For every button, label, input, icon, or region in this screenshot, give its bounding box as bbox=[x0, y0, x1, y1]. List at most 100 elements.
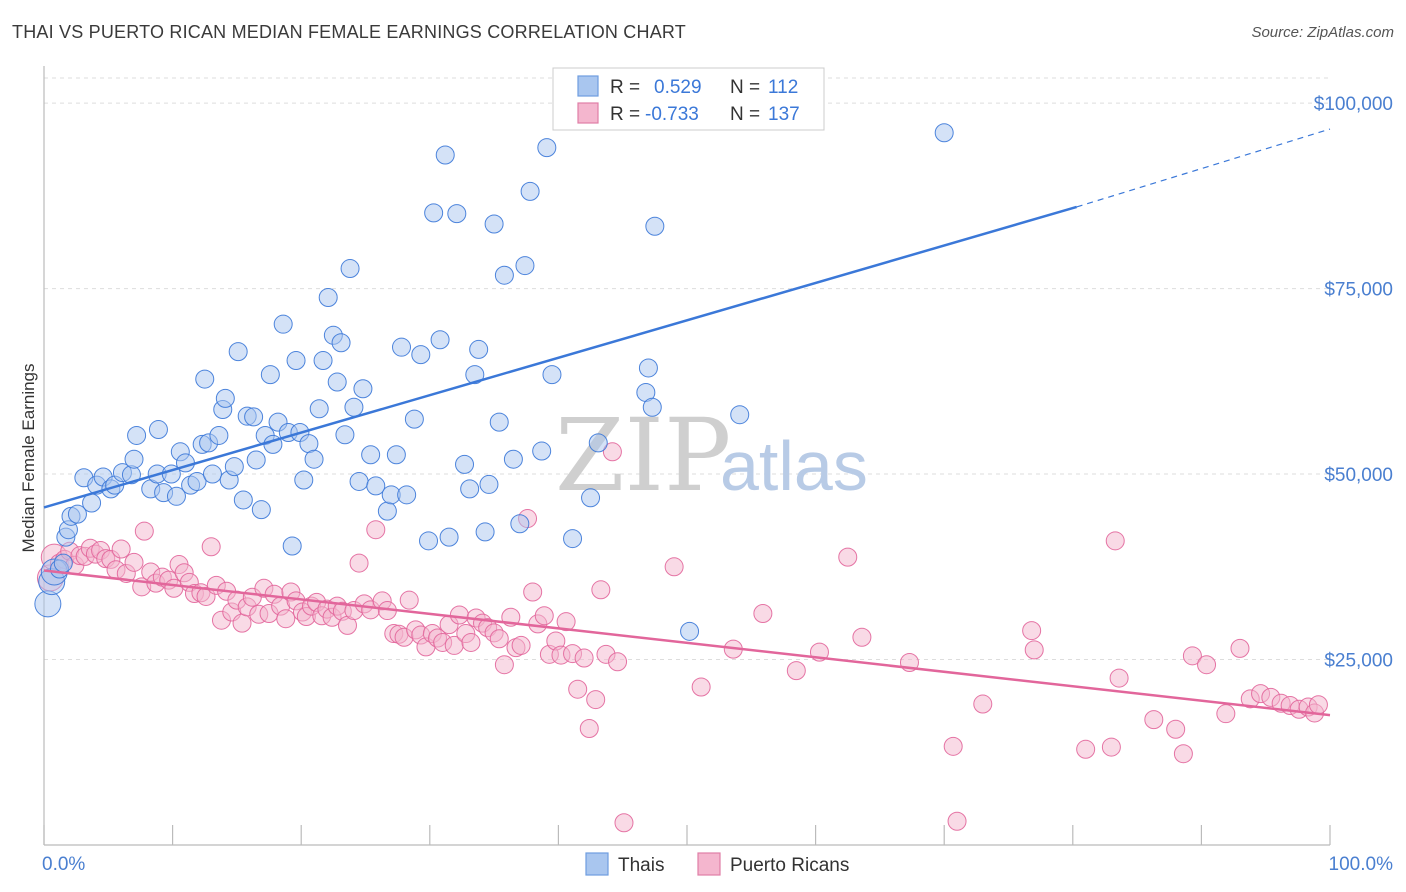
puerto-ricans-point-95 bbox=[556, 612, 576, 632]
puerto-ricans-point-97 bbox=[568, 679, 588, 699]
thais-point-76 bbox=[419, 531, 439, 551]
thais-point-37 bbox=[224, 457, 244, 477]
thais-point-53 bbox=[294, 470, 314, 490]
thais-point-33 bbox=[209, 425, 229, 445]
thais-trend-extension bbox=[1076, 128, 1331, 208]
chart-title: THAI VS PUERTO RICAN MEDIAN FEMALE EARNI… bbox=[12, 22, 686, 42]
thais-point-21 bbox=[148, 420, 168, 440]
thais-point-71 bbox=[386, 445, 406, 465]
series-legend: Thais Puerto Ricans bbox=[585, 852, 849, 876]
thais-point-94 bbox=[520, 181, 540, 201]
puerto-ricans-point-117 bbox=[973, 694, 993, 714]
puerto-ricans-point-36 bbox=[232, 613, 252, 633]
thais-point-89 bbox=[489, 412, 509, 432]
puerto-ricans-point-122 bbox=[1076, 739, 1096, 759]
thais-point-79 bbox=[435, 145, 455, 165]
thais-point-83 bbox=[460, 479, 480, 499]
puerto-ricans-point-16 bbox=[124, 552, 144, 572]
y-tick-label-0: $25,000 bbox=[1324, 651, 1393, 672]
puerto-ricans-point-139 bbox=[1308, 695, 1328, 715]
puerto-ricans-point-98 bbox=[574, 648, 594, 668]
thais-point-80 bbox=[439, 527, 459, 547]
puerto-ricans-point-111 bbox=[753, 604, 773, 624]
thais-point-38 bbox=[228, 342, 248, 362]
x-tick-label-max: 100.0% bbox=[1329, 854, 1394, 875]
thais-point-72 bbox=[392, 337, 412, 357]
puerto-ricans-point-114 bbox=[852, 627, 872, 647]
puerto-ricans-point-44 bbox=[276, 609, 296, 629]
puerto-ricans-point-127 bbox=[1182, 646, 1202, 666]
thais-point-63 bbox=[340, 259, 360, 279]
thais-point-0 bbox=[34, 590, 62, 618]
puerto-ricans-point-76 bbox=[449, 605, 469, 625]
thais-point-64 bbox=[344, 397, 364, 417]
puerto-ricans-point-100 bbox=[586, 690, 606, 710]
thais-point-69 bbox=[377, 501, 397, 521]
y-axis-title: Median Female Earnings bbox=[19, 364, 38, 553]
thais-point-39 bbox=[233, 490, 253, 510]
thais-legend-swatch bbox=[577, 75, 599, 97]
thais-point-50 bbox=[282, 536, 302, 556]
thais-point-81 bbox=[447, 204, 467, 224]
thais-point-35 bbox=[215, 388, 235, 408]
thais-point-97 bbox=[542, 365, 562, 385]
thais-point-41 bbox=[244, 407, 264, 427]
gridlines bbox=[44, 77, 1330, 661]
puerto-ricans-point-121 bbox=[1109, 668, 1129, 688]
x-tick-label-min: 0.0% bbox=[42, 854, 85, 875]
stats-legend: R = 0.529 N = 112 R = -0.733 N = 137 bbox=[552, 67, 825, 131]
puerto-ricans-point-110 bbox=[947, 811, 967, 831]
puerto-ricans-point-129 bbox=[1216, 704, 1236, 724]
thais-point-98 bbox=[563, 529, 583, 549]
puerto-ricans-point-118 bbox=[1022, 621, 1042, 641]
puerto-ricans-r-value: -0.733 bbox=[645, 104, 699, 125]
thais-point-55 bbox=[304, 449, 324, 469]
thais-point-105 bbox=[680, 621, 700, 641]
thais-point-60 bbox=[327, 372, 347, 392]
puerto-ricans-point-84 bbox=[494, 655, 514, 675]
thais-n-label: N = bbox=[730, 77, 760, 98]
thais-point-82 bbox=[455, 454, 475, 474]
thais-point-95 bbox=[532, 441, 552, 461]
puerto-ricans-point-67 bbox=[399, 590, 419, 610]
puerto-ricans-point-78 bbox=[461, 632, 481, 652]
thais-series-label: Thais bbox=[618, 855, 664, 876]
thais-point-106 bbox=[730, 405, 750, 425]
source-credit: Source: ZipAtlas.com bbox=[1251, 24, 1394, 41]
thais-point-84 bbox=[465, 365, 485, 385]
thais-point-78 bbox=[430, 330, 450, 350]
puerto-ricans-point-124 bbox=[1144, 710, 1164, 730]
thais-point-73 bbox=[397, 485, 417, 505]
thais-point-43 bbox=[251, 500, 271, 520]
thais-point-75 bbox=[411, 345, 431, 365]
thais-point-65 bbox=[349, 471, 369, 491]
thais-point-88 bbox=[484, 214, 504, 234]
puerto-ricans-point-87 bbox=[511, 635, 531, 655]
thais-point-30 bbox=[195, 369, 215, 389]
puerto-ricans-point-91 bbox=[534, 606, 554, 626]
y-tick-label-3: $100,000 bbox=[1314, 94, 1393, 115]
puerto-ricans-point-125 bbox=[1166, 719, 1186, 739]
thais-point-42 bbox=[246, 450, 266, 470]
puerto-ricans-point-103 bbox=[602, 442, 622, 462]
thais-r-label: R = bbox=[610, 77, 640, 98]
axes bbox=[43, 66, 1331, 846]
puerto-ricans-point-109 bbox=[838, 547, 858, 567]
puerto-ricans-point-104 bbox=[608, 652, 628, 672]
watermark-atlas: atlas bbox=[720, 427, 868, 505]
thais-point-4 bbox=[53, 553, 73, 573]
thais-point-62 bbox=[335, 425, 355, 445]
thais-point-45 bbox=[260, 365, 280, 385]
thais-point-107 bbox=[934, 123, 954, 143]
puerto-ricans-point-126 bbox=[1173, 744, 1193, 764]
thais-trend-line bbox=[43, 205, 1078, 509]
thais-point-17 bbox=[124, 449, 144, 469]
y-tick-label-1: $50,000 bbox=[1324, 465, 1393, 486]
puerto-ricans-point-89 bbox=[523, 582, 543, 602]
thais-point-32 bbox=[202, 464, 222, 484]
thais-point-96 bbox=[537, 138, 557, 158]
puerto-ricans-n-label: N = bbox=[730, 104, 760, 125]
thais-point-90 bbox=[494, 265, 514, 285]
thais-point-92 bbox=[510, 514, 530, 534]
